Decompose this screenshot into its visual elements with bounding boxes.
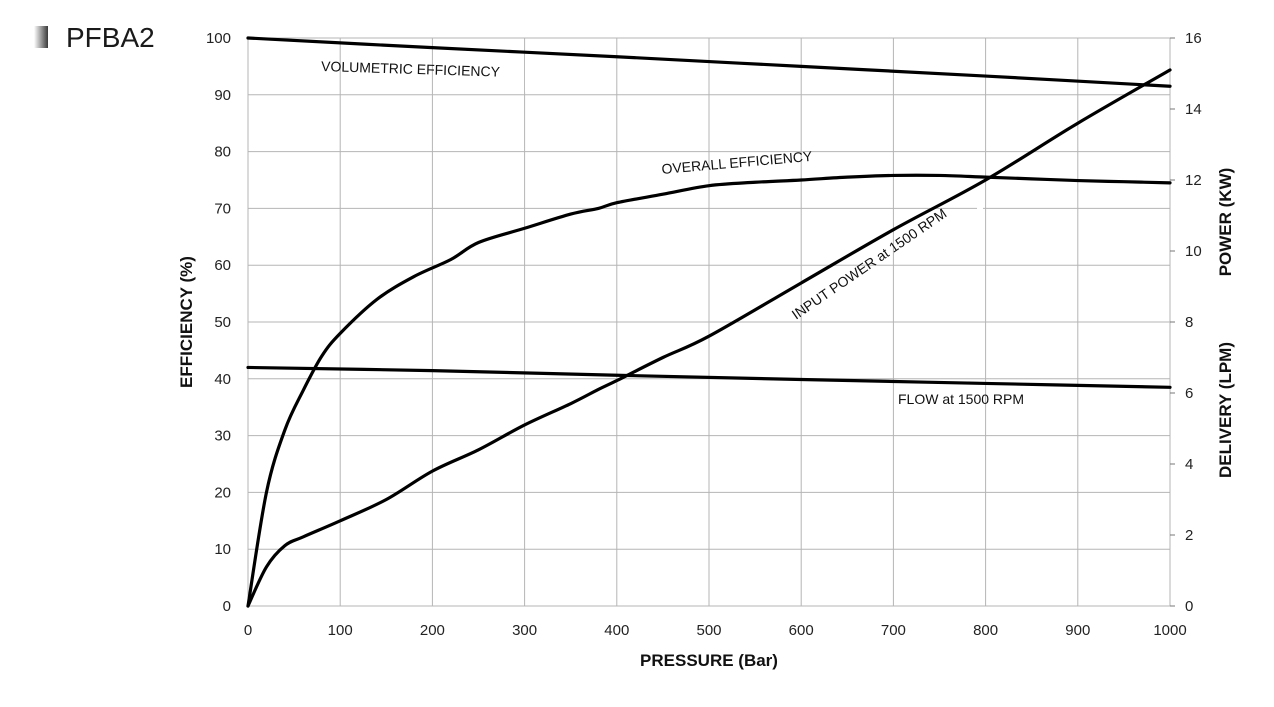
- y-left-axis-label: EFFICIENCY (%): [177, 256, 196, 388]
- tick-labels: 0 100 200 300 400 500 600 700 800 900 100001020304…: [206, 30, 1202, 639]
- x-tick-label: 900: [1065, 622, 1090, 639]
- y-right-tick-label: 14: [1185, 101, 1202, 118]
- page-title: PFBA2: [66, 22, 155, 53]
- y-left-tick-label: 30: [214, 428, 231, 445]
- y-right-tick-label: 4: [1185, 456, 1193, 473]
- series-line-input-power-at-1500-rpm: [246, 68, 1172, 608]
- x-tick-label: 600: [789, 622, 814, 639]
- y-left-tick-label: 20: [214, 484, 231, 501]
- y-left-tick-label: 0: [223, 598, 231, 615]
- series-line-volumetric-efficiency: [246, 36, 1172, 88]
- x-tick-label: 1000: [1153, 622, 1186, 639]
- x-tick-label: 200: [420, 622, 445, 639]
- series-lines: [246, 36, 1172, 608]
- series-line-overall-efficiency: [246, 173, 1172, 608]
- grid-gap: [977, 196, 983, 220]
- annotation-flow: FLOW at 1500 RPM: [898, 391, 1024, 407]
- y-right-tick-label: 10: [1185, 243, 1202, 260]
- y-right-tick-label: 2: [1185, 527, 1193, 544]
- y-right-tick-label: 16: [1185, 30, 1202, 47]
- x-tick-label: 400: [604, 622, 629, 639]
- x-tick-label: 800: [973, 622, 998, 639]
- y-left-tick-label: 70: [214, 200, 231, 217]
- y-left-tick-label: 90: [214, 87, 231, 104]
- y-right-tick-label: 0: [1185, 598, 1193, 615]
- y-right-tick-label: 6: [1185, 385, 1193, 402]
- annotation-volumetric-efficiency: VOLUMETRIC EFFICIENCY: [321, 58, 501, 80]
- y-right-tick-label: 8: [1185, 314, 1193, 331]
- y-right-tick-label: 12: [1185, 172, 1202, 189]
- annotation-overall-efficiency: OVERALL EFFICIENCY: [661, 148, 814, 177]
- y-right-axis-label-delivery: DELIVERY (LPM): [1216, 342, 1235, 478]
- y-left-tick-label: 50: [214, 314, 231, 331]
- y-left-tick-label: 80: [214, 144, 231, 161]
- x-tick-label: 500: [696, 622, 721, 639]
- x-tick-label: 300: [512, 622, 537, 639]
- annotation-input-power: INPUT POWER at 1500 RPM: [789, 205, 950, 322]
- y-left-tick-label: 10: [214, 541, 231, 558]
- y-left-tick-label: 60: [214, 257, 231, 274]
- title-marker: [34, 26, 48, 48]
- x-tick-label: 700: [881, 622, 906, 639]
- grid-gap: [525, 52, 531, 92]
- x-tick-label: 100: [328, 622, 353, 639]
- y-left-tick-label: 40: [214, 371, 231, 388]
- x-tick-label: 0: [244, 622, 252, 639]
- y-right-axis-label-power: POWER (KW): [1216, 168, 1235, 277]
- axis-labels: PRESSURE (Bar) EFFICIENCY (%) POWER (KW)…: [177, 168, 1235, 670]
- grid: [247, 37, 1175, 607]
- y-left-tick-label: 100: [206, 30, 231, 47]
- series-line-flow-at-1500-rpm: [246, 365, 1172, 389]
- x-axis-label: PRESSURE (Bar): [640, 651, 778, 670]
